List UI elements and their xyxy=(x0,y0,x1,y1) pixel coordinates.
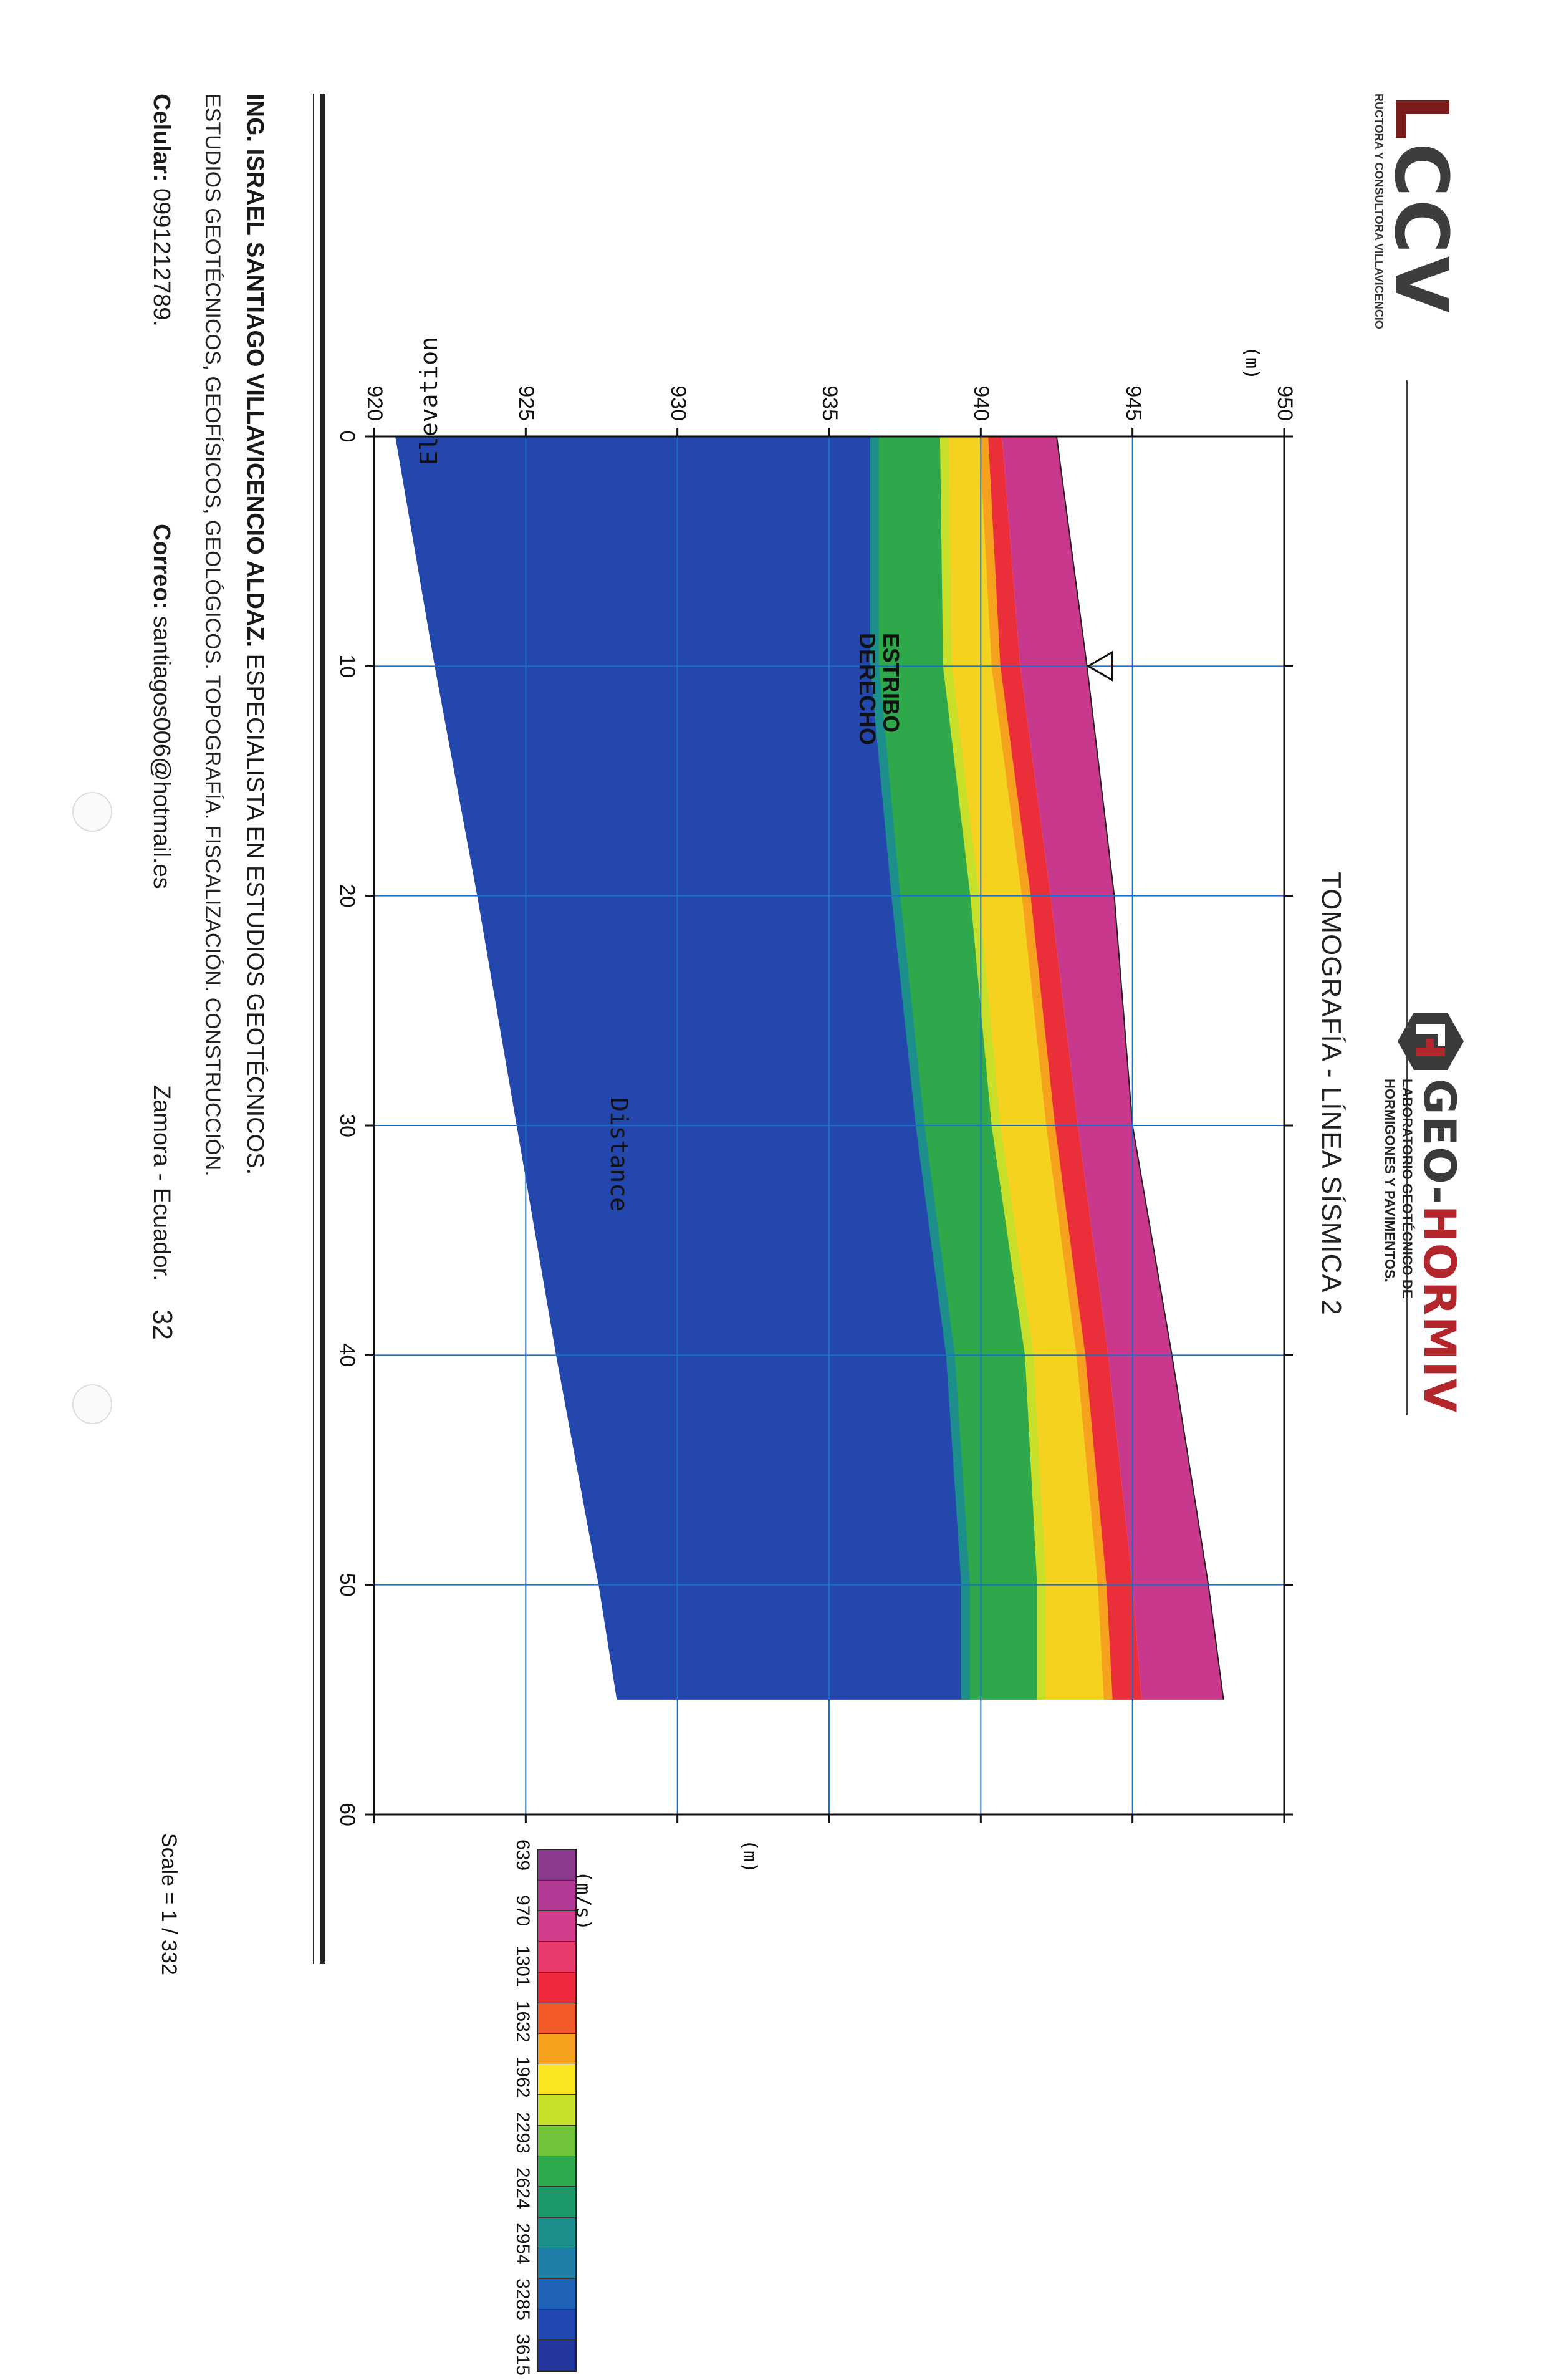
colorbar-swatch xyxy=(538,2217,575,2248)
legend-label: 1301 xyxy=(512,1945,533,1987)
colorbar-swatch xyxy=(538,2248,575,2279)
page-number: 32 xyxy=(147,1309,178,1340)
x-tick-label: 10 xyxy=(335,654,359,678)
x-tick-label: 50 xyxy=(335,1573,359,1597)
engineer-name: ING. ISRAEL SANTIAGO VILLAVICENCIO ALDAZ… xyxy=(242,94,268,648)
heat-band-low-velocity xyxy=(1002,436,1224,1700)
colorbar-swatch xyxy=(538,1911,575,1942)
x-tick-label: 40 xyxy=(335,1343,359,1367)
legend-label: 2624 xyxy=(512,2167,533,2209)
x-tick-label: 0 xyxy=(335,430,359,443)
velocity-colorbar xyxy=(537,1849,577,2372)
phone-number: 0991212789. xyxy=(148,181,175,327)
phone-line: Celular: 0991212789. xyxy=(148,94,175,327)
legend-label: 1632 xyxy=(512,2000,533,2043)
punch-hole xyxy=(72,792,112,832)
legend-label: 3285 xyxy=(512,2278,533,2320)
email-address[interactable]: santiagos006@hotmail.es xyxy=(148,609,175,889)
x-tick-label: 20 xyxy=(335,884,359,908)
legend-label: 1962 xyxy=(512,2056,533,2098)
rotated-page: LCCV RUCTORA Y CONSULTORA VILLAVICENCIO … xyxy=(72,94,1465,2376)
services-line: ESTUDIOS GEOTÉCNICOS, GEOFÍSICOS, GEOLÓG… xyxy=(201,94,224,1177)
y-tick-label: 930 xyxy=(666,385,690,421)
colorbar-swatch xyxy=(538,1850,575,1881)
engineer-line: ING. ISRAEL SANTIAGO VILLAVICENCIO ALDAZ… xyxy=(241,94,268,1175)
x-tick-label: 60 xyxy=(335,1803,359,1826)
colorbar-swatch xyxy=(538,2033,575,2064)
location-line: Zamora - Ecuador. xyxy=(148,1085,175,1281)
estribo-derecho-annotation: ESTRIBO DERECHO xyxy=(855,633,904,746)
email-line: Correo: santiagos006@hotmail.es xyxy=(148,524,175,889)
colorbar-swatch xyxy=(538,2095,575,2126)
colorbar-swatch xyxy=(538,1942,575,1973)
scale-label: Scale = 1 / 332 xyxy=(157,1833,181,1975)
phone-label: Celular: xyxy=(148,94,175,182)
engineer-role: ESPECIALISTA EN ESTUDIOS GEOTÉCNICOS. xyxy=(242,647,268,1175)
colorbar-swatch xyxy=(538,2278,575,2310)
email-label: Correo: xyxy=(148,524,175,610)
colorbar-swatch xyxy=(538,2126,575,2157)
colorbar-swatch xyxy=(538,2003,575,2034)
y-tick-label: 925 xyxy=(514,385,539,421)
footer-rule-thick xyxy=(320,94,325,1964)
colorbar-swatch xyxy=(538,2064,575,2095)
legend-label: 2954 xyxy=(512,2223,533,2265)
colorbar-swatch xyxy=(538,1881,575,1912)
y-tick-label: 945 xyxy=(1121,385,1145,421)
heat-band-green xyxy=(875,436,1042,1700)
punch-hole xyxy=(72,1384,112,1424)
legend-label: 970 xyxy=(512,1895,533,1927)
legend-label: 639 xyxy=(512,1839,533,1871)
y-tick-label: 940 xyxy=(969,385,994,421)
legend-label: 3615 xyxy=(512,2334,533,2376)
annotation-line2: DERECHO xyxy=(855,633,880,746)
tomography-chart xyxy=(365,428,1293,1823)
colorbar-swatch xyxy=(538,2340,575,2371)
y-unit: (m) xyxy=(1241,346,1262,380)
colorbar-swatch xyxy=(538,2309,575,2340)
x-axis-label: Distance xyxy=(605,1097,633,1212)
heat-band-red xyxy=(984,436,1142,1700)
y-axis-label: Elevation xyxy=(415,337,443,465)
y-tick-label: 950 xyxy=(1273,385,1297,421)
footer-rule-thin xyxy=(313,94,314,1964)
legend-label: 2293 xyxy=(512,2111,533,2154)
colorbar-swatch xyxy=(538,2156,575,2187)
heat-band-blue xyxy=(395,436,966,1700)
x-tick-label: 30 xyxy=(335,1114,359,1137)
geohormiv-logo: GEO-HORMIV LABORATORIO GEOTÉCNICO DE HOR… xyxy=(1365,1010,1465,1484)
geohormiv-emblem-icon xyxy=(1398,1013,1464,1070)
estribo-marker-icon xyxy=(1086,650,1113,682)
x-unit: (m) xyxy=(739,1839,761,1874)
colorbar-swatch xyxy=(538,2187,575,2218)
y-tick-label: 935 xyxy=(818,385,842,421)
y-tick-label: 920 xyxy=(363,385,386,421)
colorbar-swatch xyxy=(538,1972,575,2003)
annotation-line1: ESTRIBO xyxy=(878,633,904,733)
heat-band-yellow xyxy=(944,436,1108,1700)
